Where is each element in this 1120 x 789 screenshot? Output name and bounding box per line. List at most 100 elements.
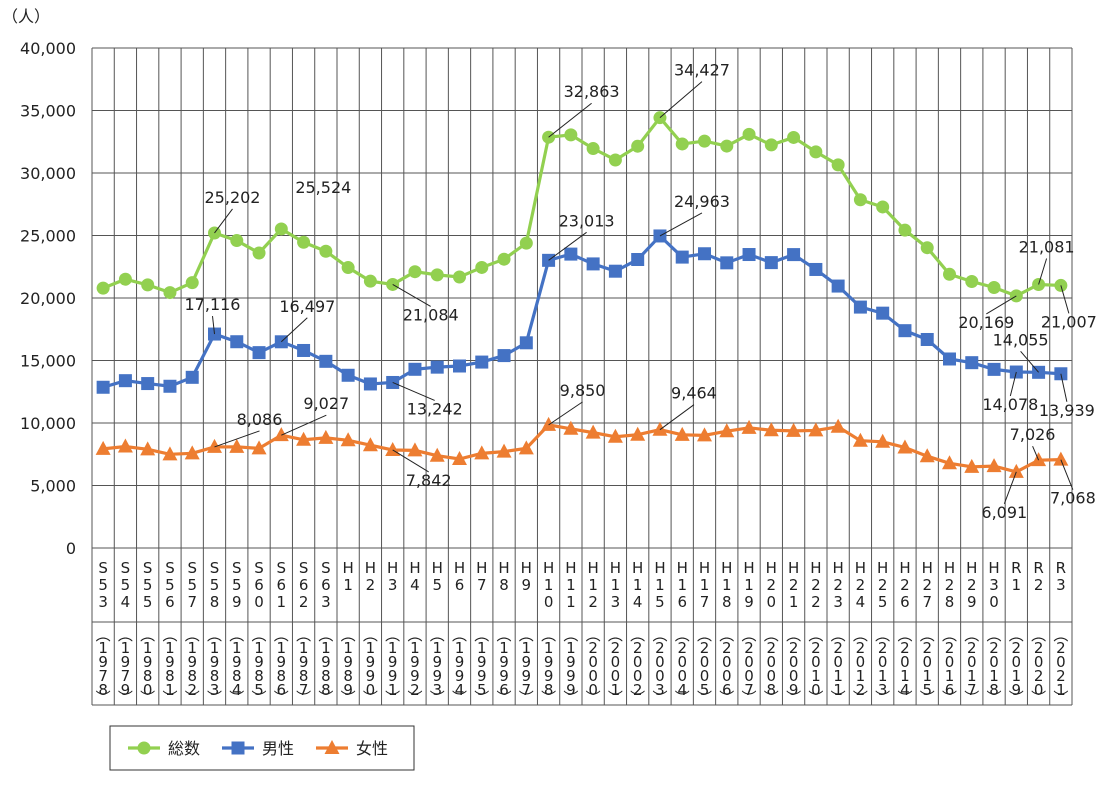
x-tick-era: 4 — [410, 576, 420, 594]
x-tick-era: 4 — [856, 593, 866, 611]
series-total-point — [965, 274, 979, 288]
x-tick-paren-open: ︵ — [652, 626, 667, 644]
x-tick-era: 1 — [343, 576, 353, 594]
x-tick-era: 2 — [789, 576, 799, 594]
x-tick-era: 7 — [477, 576, 487, 594]
x-tick-era: 1 — [566, 593, 576, 611]
x-tick-year: 7 — [522, 681, 532, 699]
x-tick-year: 5 — [700, 681, 710, 699]
data-label: 14,078 — [982, 395, 1038, 414]
x-tick-paren-open: ︵ — [407, 626, 422, 644]
x-tick-year: 9 — [232, 653, 242, 671]
x-tick-year: 9 — [477, 653, 487, 671]
x-tick-paren-open: ︵ — [118, 626, 133, 644]
x-tick-year: 2 — [1056, 639, 1066, 657]
y-tick-label: 20,000 — [20, 289, 76, 308]
x-tick-year: 9 — [1012, 681, 1022, 699]
x-tick-era: H — [922, 559, 933, 577]
x-tick-era: H — [855, 559, 866, 577]
x-tick-era: H — [899, 559, 910, 577]
x-tick-year: 2 — [611, 639, 621, 657]
series-male-point — [608, 264, 622, 278]
series-female-point — [117, 438, 133, 453]
x-tick-era: 8 — [945, 593, 955, 611]
x-tick-paren-open: ︵ — [786, 626, 801, 644]
series-total-point — [853, 193, 867, 207]
x-tick-year: 2 — [856, 681, 866, 699]
x-tick-paren-close: ︶ — [363, 689, 378, 707]
x-tick-year: 2 — [410, 681, 420, 699]
series-female-point — [630, 426, 646, 441]
x-tick-era: H — [944, 559, 955, 577]
x-tick-year: 0 — [588, 653, 598, 671]
data-label-leader — [214, 430, 260, 448]
x-tick-year: 0 — [366, 681, 376, 699]
x-tick-year: 1 — [522, 639, 532, 657]
y-tick-label: 0 — [66, 539, 76, 558]
x-tick-era: 2 — [588, 593, 598, 611]
x-tick-era: H — [565, 559, 576, 577]
series-female-point — [808, 422, 824, 437]
x-tick-paren-close: ︶ — [586, 689, 601, 707]
data-label-leader — [548, 231, 587, 261]
series-total-point — [809, 145, 823, 159]
x-tick-year: 2 — [789, 639, 799, 657]
legend-female-point — [324, 740, 340, 754]
x-tick-year: 0 — [878, 653, 888, 671]
series-male-point — [185, 370, 199, 384]
series-total-point — [274, 222, 288, 236]
x-tick-era: 6 — [165, 593, 175, 611]
x-tick-year: 8 — [98, 681, 108, 699]
x-tick-paren-open: ︵ — [452, 626, 467, 644]
x-tick-paren-open: ︵ — [964, 626, 979, 644]
x-tick-era: 9 — [232, 593, 242, 611]
data-label: 6,091 — [981, 503, 1027, 522]
x-tick-era: H — [832, 559, 843, 577]
x-tick-era: S — [165, 559, 175, 577]
series-total-point — [163, 286, 177, 300]
x-tick-year: 3 — [432, 681, 442, 699]
data-label-leader — [548, 401, 583, 426]
x-tick-paren-close: ︶ — [897, 689, 912, 707]
x-tick-year: 6 — [277, 681, 287, 699]
x-tick-paren-open: ︵ — [675, 626, 690, 644]
data-label-leader — [1009, 371, 1017, 397]
x-tick-year: 1 — [165, 681, 175, 699]
x-tick-year: 2 — [655, 639, 665, 657]
series-total-point — [831, 158, 845, 172]
x-tick-year: 0 — [588, 681, 598, 699]
x-tick-paren-open: ︵ — [252, 626, 267, 644]
x-tick-year: 0 — [1034, 681, 1044, 699]
x-tick-year: 8 — [989, 681, 999, 699]
x-tick-era: 6 — [254, 576, 264, 594]
x-tick-year: 2 — [633, 639, 643, 657]
x-tick-era: 3 — [321, 593, 331, 611]
data-label-leader — [1060, 285, 1070, 314]
data-label: 24,963 — [674, 192, 730, 211]
x-tick-year: 0 — [789, 667, 799, 685]
x-tick-year: 2 — [744, 639, 754, 657]
x-tick-paren-open: ︵ — [853, 626, 868, 644]
x-tick-paren-close: ︶ — [808, 689, 823, 707]
x-tick-year: 9 — [121, 681, 131, 699]
data-label-leader — [281, 414, 327, 436]
x-tick-year: 5 — [254, 681, 264, 699]
x-tick-year: 9 — [499, 653, 509, 671]
x-tick-year: 2 — [989, 639, 999, 657]
x-tick-era: H — [966, 559, 977, 577]
series-male-point — [920, 332, 934, 346]
data-label-leader — [1020, 350, 1039, 373]
x-tick-year: 0 — [811, 653, 821, 671]
x-tick-year: 0 — [922, 653, 932, 671]
series-total-point — [408, 265, 422, 279]
x-tick-year: 0 — [655, 653, 665, 671]
x-tick-year: 5 — [922, 681, 932, 699]
x-tick-paren-close: ︶ — [786, 689, 801, 707]
data-label: 13,939 — [1039, 401, 1095, 420]
series-male-point — [319, 354, 333, 368]
x-tick-paren-open: ︵ — [318, 626, 333, 644]
x-tick-era: 1 — [655, 576, 665, 594]
series-male-point — [586, 257, 600, 271]
x-tick-paren-open: ︵ — [586, 626, 601, 644]
